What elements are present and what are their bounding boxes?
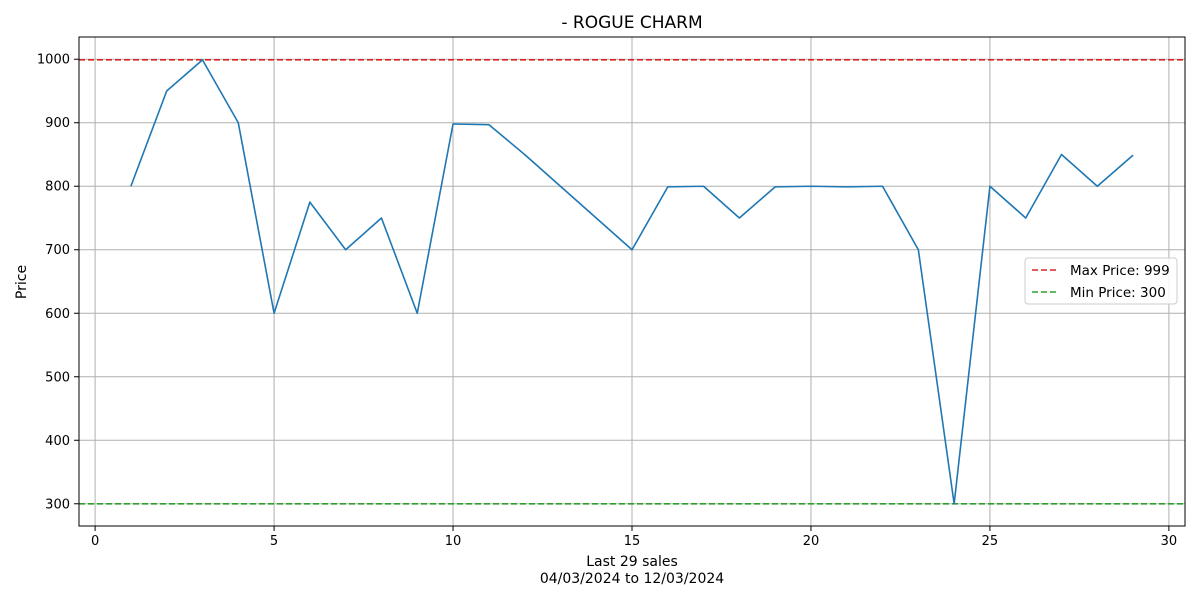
chart-title: - ROGUE CHARM [561,13,702,33]
legend-box [1024,257,1178,305]
y-axis-ticks: 300 400 500 600 700 800 900 1000 [37,53,79,512]
series-layer [130,59,1134,505]
x-tick-label: 20 [803,534,820,549]
y-tick-label: 600 [45,307,70,322]
x-tick-label: 30 [1161,534,1178,549]
legend: Max Price: 999 Min Price: 300 [1024,257,1178,305]
y-tick-label: 700 [45,243,70,258]
y-tick-label: 1000 [37,53,70,68]
y-tick-label: 900 [45,116,70,131]
y-tick-label: 300 [45,497,70,512]
y-tick-label: 500 [45,370,70,385]
legend-label: Min Price: 300 [1070,285,1166,301]
x-tick-label: 15 [624,534,641,549]
legend-label: Max Price: 999 [1070,263,1170,279]
x-axis-label-line1: Last 29 sales [586,554,678,570]
x-tick-label: 25 [982,534,999,549]
x-tick-label: 5 [270,534,278,549]
x-tick-label: 10 [445,534,462,549]
x-axis-ticks: 0 5 10 15 20 25 30 [91,526,1177,549]
x-tick-label: 0 [91,534,99,549]
y-tick-label: 800 [45,180,70,195]
price-line [130,59,1134,505]
x-axis-label-line2: 04/03/2024 to 12/03/2024 [540,571,724,587]
y-axis-label: Price [14,265,30,299]
y-tick-label: 400 [45,434,70,449]
reference-lines [79,59,1185,505]
grid [79,37,1185,526]
